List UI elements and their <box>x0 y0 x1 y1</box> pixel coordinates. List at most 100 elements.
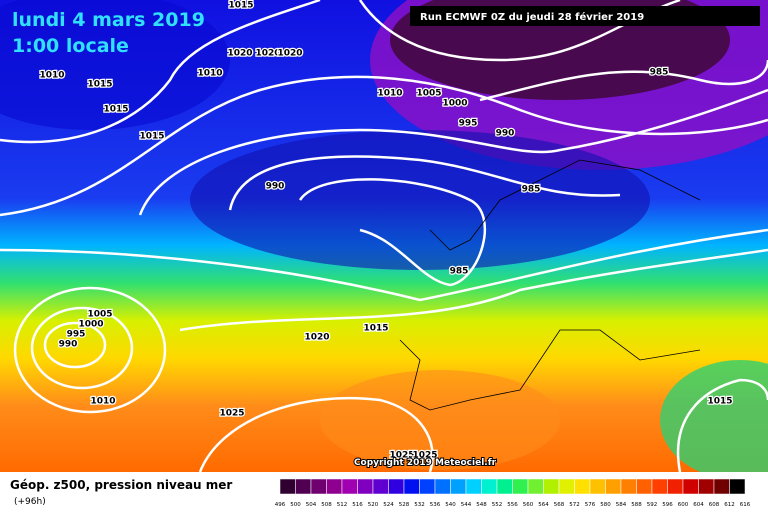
isobar-label: 985 <box>522 185 541 195</box>
isobar <box>138 88 768 216</box>
isobar <box>198 396 434 473</box>
isobar-label: 1000 <box>78 320 103 330</box>
scale-swatch <box>589 478 606 495</box>
scale-swatch <box>326 478 343 495</box>
isobar-label: 1010 <box>197 69 222 79</box>
product-title: Géop. z500, pression niveau mer <box>10 478 232 492</box>
scale-label: 596 <box>662 502 673 508</box>
isobar <box>298 178 487 287</box>
scale-label: 508 <box>321 502 332 508</box>
isobar-label: 1010 <box>377 89 402 99</box>
coastlines <box>399 159 701 411</box>
scale-swatch <box>295 478 312 495</box>
scale-swatch <box>481 478 498 495</box>
isobar <box>228 155 621 211</box>
run-banner <box>410 6 760 26</box>
isobar <box>676 378 768 473</box>
scale-label: 600 <box>678 502 689 508</box>
scale-swatch <box>620 478 637 495</box>
scale-label: 572 <box>569 502 580 508</box>
isobar-label: 1010 <box>90 397 115 407</box>
scale-swatch <box>682 478 699 495</box>
run-info: Run ECMWF 0Z du jeudi 28 février 2019 <box>420 11 644 23</box>
scale-swatch <box>450 478 467 495</box>
isobar-label: 1015 <box>103 105 128 115</box>
isobar-label: 990 <box>496 129 515 139</box>
isobar-label: 995 <box>67 330 86 340</box>
scale-label: 556 <box>507 502 518 508</box>
isobars <box>0 0 768 472</box>
scale-label: 584 <box>616 502 627 508</box>
north-area <box>0 0 230 130</box>
scale-swatch <box>388 478 405 495</box>
isobar-label: 990 <box>266 182 285 192</box>
scale-label: 540 <box>445 502 456 508</box>
isobar-label: 985 <box>650 68 669 78</box>
isobar-label: 1000 <box>442 99 467 109</box>
isobar-label: 985 <box>450 267 469 277</box>
scale-swatch <box>713 478 730 495</box>
scale-label: 616 <box>740 502 751 508</box>
isobar-label: 1020 <box>277 49 302 59</box>
scale-label: 528 <box>399 502 410 508</box>
isobar <box>0 0 321 144</box>
isobar <box>479 59 768 102</box>
scale-label: 532 <box>414 502 425 508</box>
isobar-label: 990 <box>59 340 78 350</box>
scale-swatch <box>698 478 715 495</box>
isobar <box>43 321 107 369</box>
scale-swatch <box>651 478 668 495</box>
scale-swatch <box>372 478 389 495</box>
isobar-label: 1010 <box>39 71 64 81</box>
scale-label: 580 <box>600 502 611 508</box>
scale-label: 536 <box>430 502 441 508</box>
scale-swatch <box>729 478 746 495</box>
copyright: Copyright 2019 Meteociel.fr <box>354 458 497 468</box>
scale-swatch <box>419 478 436 495</box>
isobar-label: 1020 <box>227 49 252 59</box>
isobar-label: 995 <box>459 119 478 129</box>
scale-swatch <box>279 478 296 495</box>
isobar-label: 1015 <box>87 80 112 90</box>
scale-label: 592 <box>647 502 658 508</box>
isobar-label: 1015 <box>139 132 164 142</box>
scale-label: 560 <box>523 502 534 508</box>
scale-label: 548 <box>476 502 487 508</box>
scale-label: 516 <box>352 502 363 508</box>
scale-label: 604 <box>693 502 704 508</box>
isobar <box>179 248 768 332</box>
isobar-label: 1025 <box>219 409 244 419</box>
scale-swatch <box>558 478 575 495</box>
east-area <box>660 360 768 480</box>
isobar <box>30 306 134 390</box>
scale-swatch <box>512 478 529 495</box>
scale-label: 496 <box>275 502 286 508</box>
isobar-label: 1025 <box>412 451 437 461</box>
scale-swatch <box>605 478 622 495</box>
color-scale: 496 500 504 508 512 516 520 524 528 532 536 540 544 5… <box>275 478 751 508</box>
isobar <box>13 286 167 414</box>
scale-swatch <box>496 478 513 495</box>
isobar-label: 1020 <box>304 333 329 343</box>
forecast-step: (+96h) <box>14 497 46 507</box>
scale-label: 552 <box>492 502 503 508</box>
isobar-label: 1015 <box>707 397 732 407</box>
scale-swatch <box>357 478 374 495</box>
scale-label: 524 <box>383 502 394 508</box>
scale-label: 504 <box>306 502 317 508</box>
isobar-label: 1015 <box>228 1 253 11</box>
scale-swatch <box>403 478 420 495</box>
scale-swatch <box>341 478 358 495</box>
scale-label: 576 <box>585 502 596 508</box>
scale-swatch <box>310 478 327 495</box>
map-date: lundi 4 mars 2019 <box>12 9 205 31</box>
scale-label: 500 <box>290 502 301 508</box>
south-area <box>320 370 560 470</box>
isobar <box>0 75 768 217</box>
isobar-label: 1020 <box>255 49 280 59</box>
isobar-label: 1005 <box>416 89 441 99</box>
trough <box>190 130 650 270</box>
scale-swatch <box>574 478 591 495</box>
